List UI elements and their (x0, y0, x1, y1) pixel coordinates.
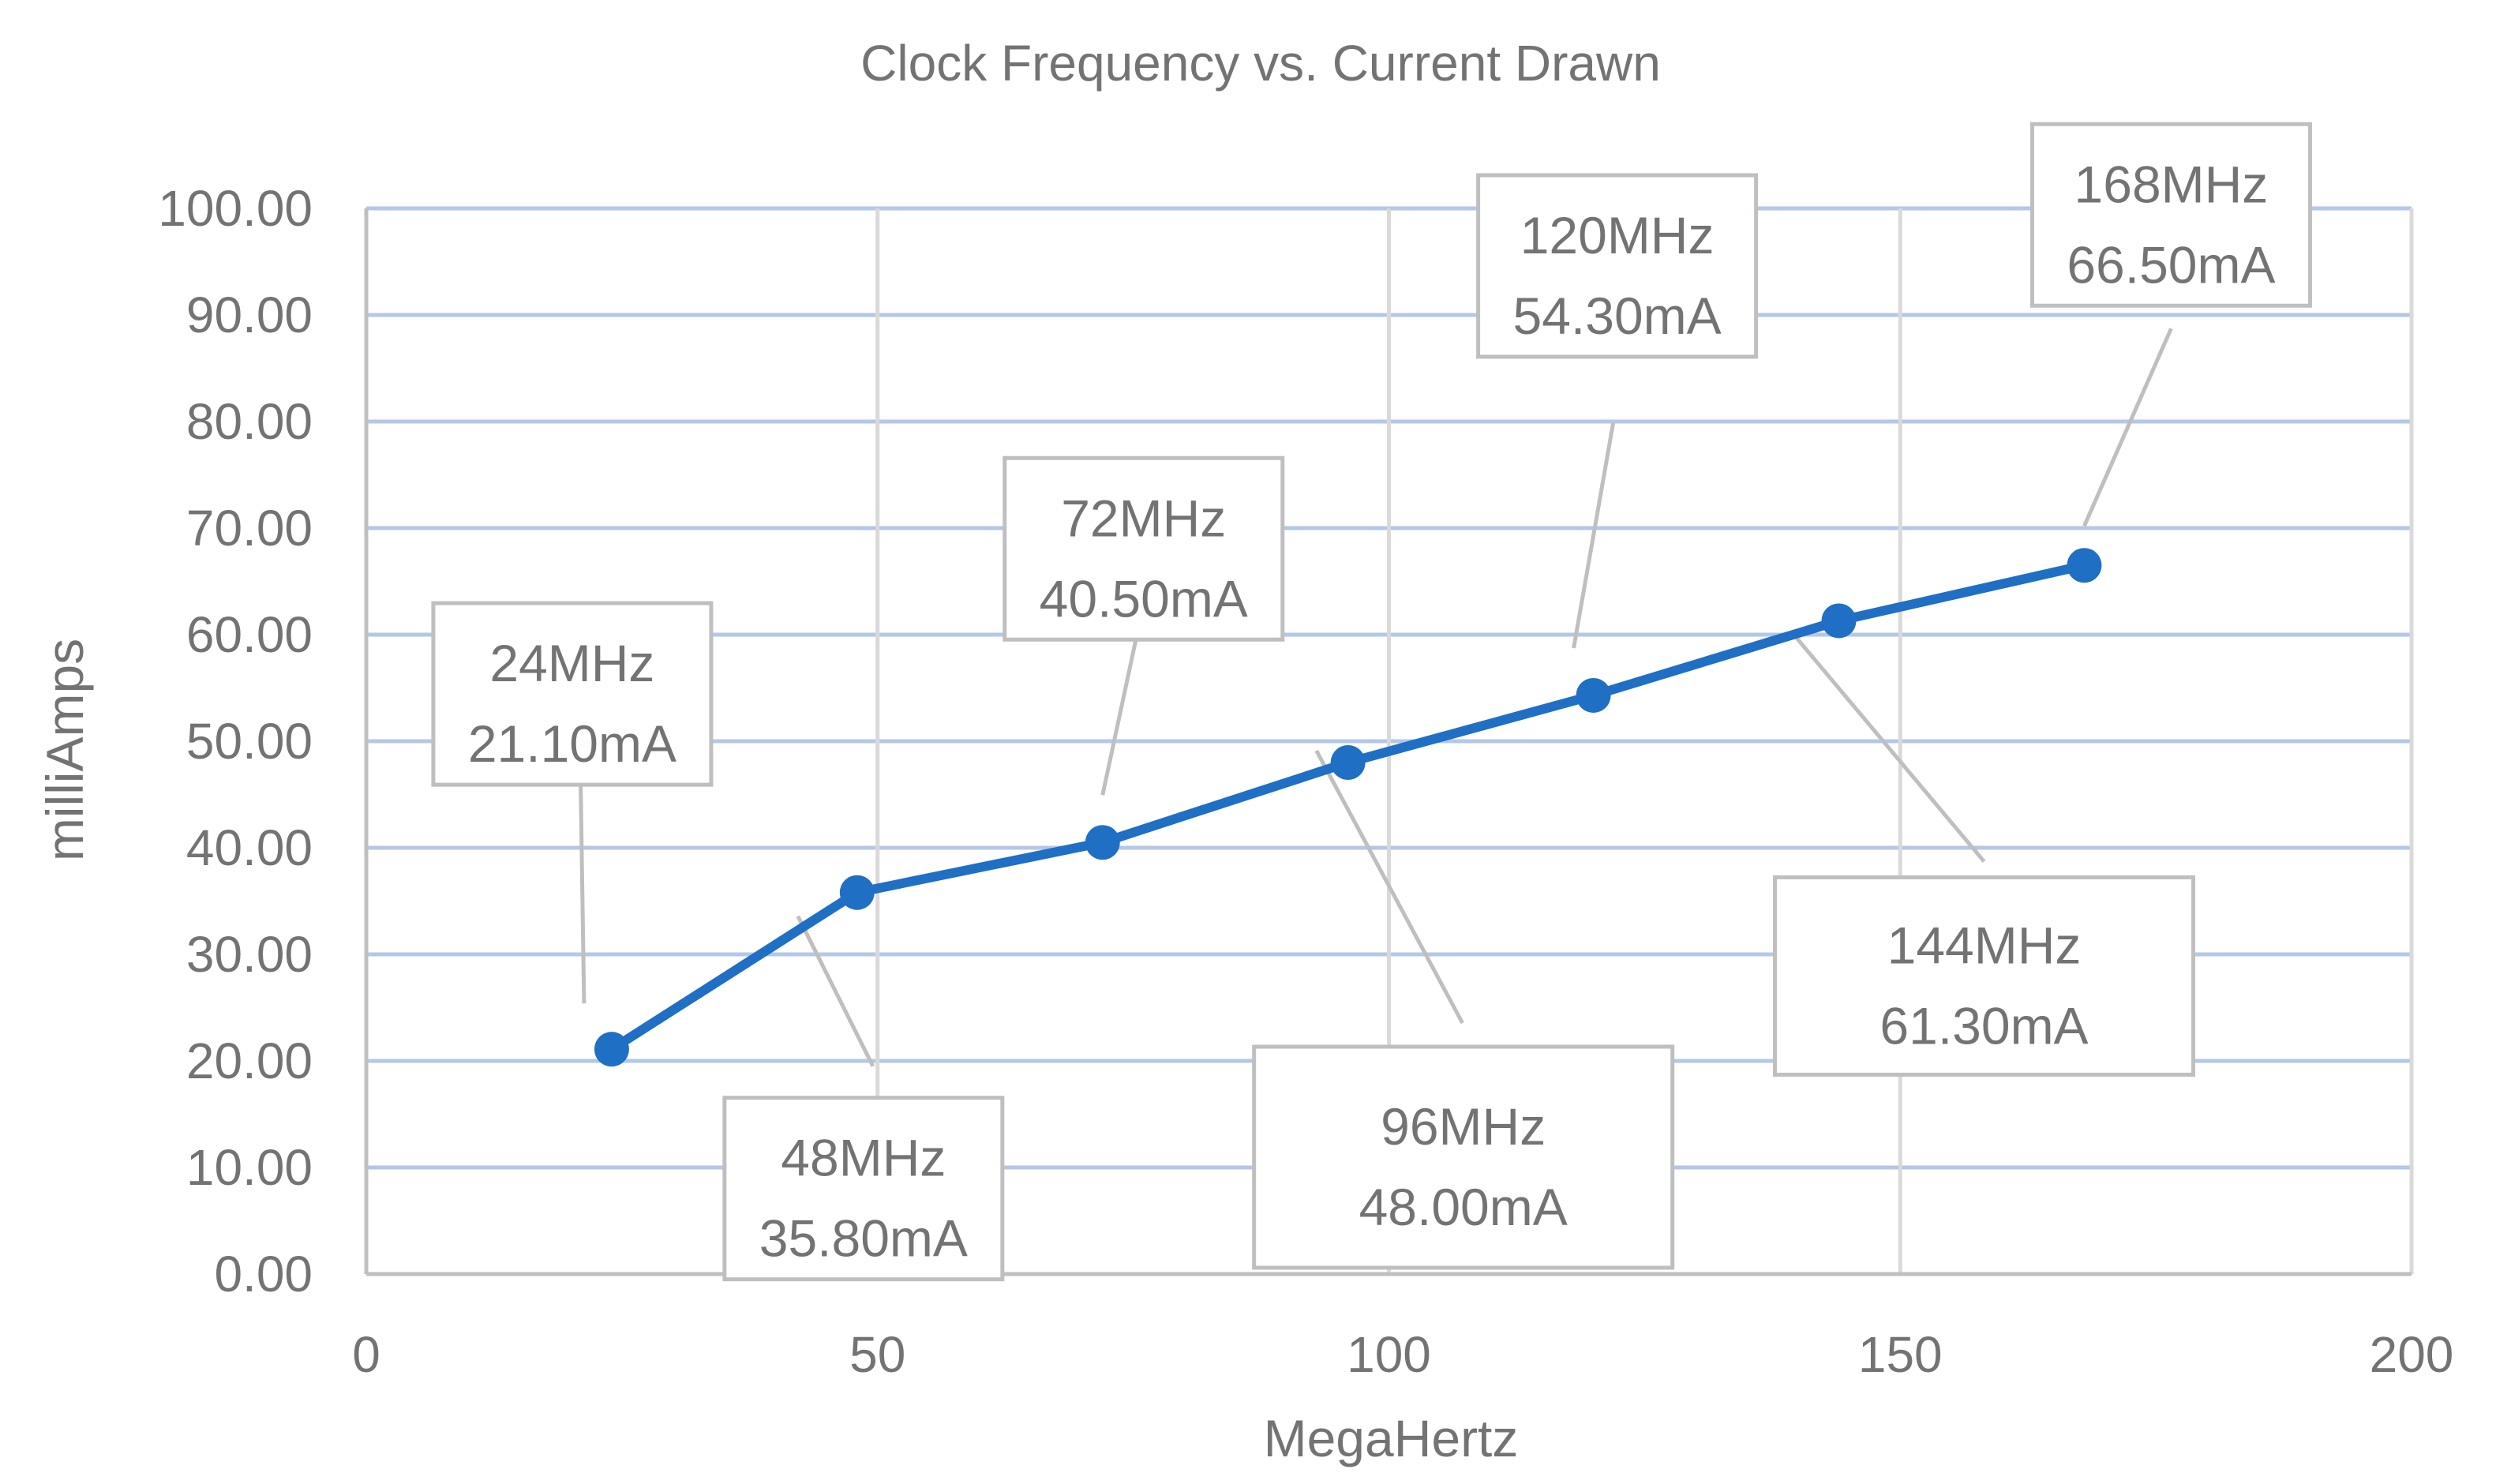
y-tick-label: 100.00 (158, 180, 313, 237)
data-callout: 24MHz 21.10mA (431, 601, 714, 787)
y-tick-label: 40.00 (186, 819, 313, 876)
y-tick-label: 80.00 (186, 393, 313, 450)
callout-leader (796, 915, 875, 1067)
callout-box (722, 1096, 1005, 1282)
axes (364, 208, 2412, 1276)
callout-current: 48.00mA (1359, 1178, 1568, 1236)
callout-current: 61.30mA (1879, 996, 2088, 1055)
callout-box (1773, 875, 2196, 1077)
callout-current: 66.50mA (2067, 235, 2275, 294)
series-group (594, 548, 2102, 1067)
callout-current: 40.50mA (1040, 569, 1248, 628)
y-axis-label: milliAmps (36, 639, 94, 861)
callout-leader (1314, 749, 1464, 1025)
callout-leader (1572, 422, 1616, 649)
data-callouts: 24MHz 21.10mA 48MHz 35.80mA 72MHz 40.50mA 96MH… (431, 122, 2312, 1282)
callout-leader (1793, 635, 1986, 864)
y-tick-label: 20.00 (186, 1032, 313, 1089)
callout-box (2029, 122, 2312, 308)
y-tick-labels: 0.00 10.00 20.00 30.00 40.00 50.00 60.00 70.00 8… (158, 180, 313, 1302)
x-tick-labels: 0 50 100 150 200 (352, 1326, 2453, 1383)
data-point (1085, 825, 1120, 860)
y-tick-label: 60.00 (186, 606, 313, 663)
data-point (1821, 603, 1857, 639)
x-axis-label: MegaHertz (1264, 1409, 1519, 1467)
callout-current: 54.30mA (1513, 287, 1722, 345)
x-tick-label: 150 (1858, 1326, 1943, 1383)
chart-title: Clock Frequency vs. Current Drawn (860, 35, 1661, 92)
callout-box (431, 601, 714, 787)
y-tick-label: 70.00 (186, 500, 313, 556)
y-tick-label: 50.00 (186, 713, 313, 770)
y-tick-label: 0.00 (214, 1246, 313, 1302)
x-tick-label: 50 (849, 1326, 905, 1383)
data-callout: 96MHz 48.00mA (1252, 1044, 1675, 1270)
x-tick-label: 200 (2370, 1326, 2454, 1383)
y-tick-label: 90.00 (186, 287, 313, 343)
callout-frequency: 24MHz (489, 634, 654, 692)
callout-frequency: 144MHz (1887, 916, 2082, 974)
x-tick-label: 0 (352, 1326, 380, 1383)
callout-current: 21.10mA (468, 714, 676, 773)
data-callout: 72MHz 40.50mA (1003, 455, 1285, 642)
y-tick-label: 30.00 (186, 926, 313, 983)
x-tick-label: 100 (1347, 1326, 1431, 1383)
callout-current: 35.80mA (759, 1209, 968, 1268)
callout-box (1003, 455, 1285, 642)
data-callout: 48MHz 35.80mA (722, 1096, 1005, 1282)
data-point (839, 875, 875, 910)
data-callout: 168MHz 66.50mA (2029, 122, 2312, 308)
callout-frequency: 168MHz (2074, 155, 2269, 213)
callout-leader (2082, 328, 2173, 527)
callout-leader (1100, 628, 1141, 796)
data-callout: 144MHz 61.30mA (1773, 875, 2196, 1077)
data-callout: 120MHz 54.30mA (1476, 173, 1759, 359)
data-point (1330, 745, 1366, 780)
callout-box (1252, 1044, 1675, 1270)
y-tick-label: 10.00 (186, 1139, 313, 1196)
callout-frequency: 48MHz (781, 1129, 946, 1187)
callout-frequency: 96MHz (1381, 1097, 1546, 1156)
callout-leader (578, 749, 587, 1004)
callout-frequency: 120MHz (1520, 206, 1715, 264)
data-point (1576, 677, 1611, 713)
callout-box (1476, 173, 1759, 359)
callout-leaders (578, 328, 2173, 1067)
data-point (594, 1032, 629, 1067)
data-point (2067, 548, 2102, 583)
callout-frequency: 72MHz (1061, 489, 1226, 547)
